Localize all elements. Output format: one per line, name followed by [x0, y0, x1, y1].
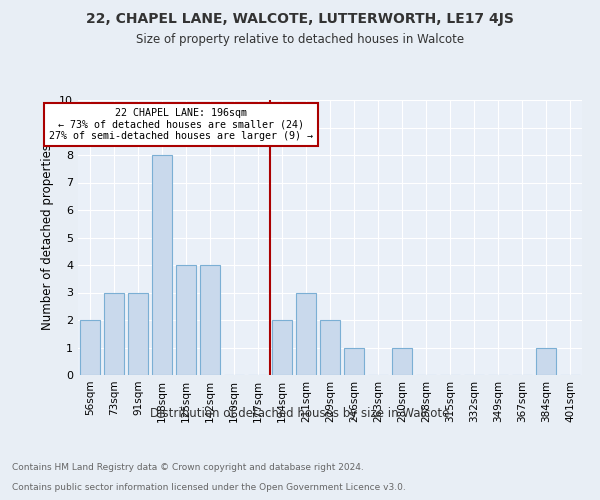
- Bar: [152, 155, 172, 375]
- Text: Size of property relative to detached houses in Walcote: Size of property relative to detached ho…: [136, 32, 464, 46]
- Bar: [536, 348, 556, 375]
- Text: 22, CHAPEL LANE, WALCOTE, LUTTERWORTH, LE17 4JS: 22, CHAPEL LANE, WALCOTE, LUTTERWORTH, L…: [86, 12, 514, 26]
- Text: Contains HM Land Registry data © Crown copyright and database right 2024.: Contains HM Land Registry data © Crown c…: [12, 464, 364, 472]
- Y-axis label: Number of detached properties: Number of detached properties: [41, 144, 53, 330]
- Bar: [176, 265, 196, 375]
- Bar: [344, 348, 364, 375]
- Text: Contains public sector information licensed under the Open Government Licence v3: Contains public sector information licen…: [12, 484, 406, 492]
- Bar: [200, 265, 220, 375]
- Text: 22 CHAPEL LANE: 196sqm
← 73% of detached houses are smaller (24)
27% of semi-det: 22 CHAPEL LANE: 196sqm ← 73% of detached…: [49, 108, 313, 142]
- Text: Distribution of detached houses by size in Walcote: Distribution of detached houses by size …: [151, 408, 449, 420]
- Bar: [392, 348, 412, 375]
- Bar: [128, 292, 148, 375]
- Bar: [80, 320, 100, 375]
- Bar: [272, 320, 292, 375]
- Bar: [104, 292, 124, 375]
- Bar: [320, 320, 340, 375]
- Bar: [296, 292, 316, 375]
